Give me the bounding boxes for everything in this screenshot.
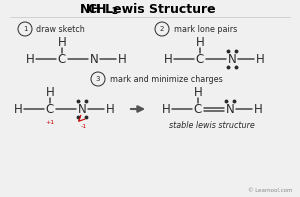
Text: H: H xyxy=(164,52,172,65)
Text: C: C xyxy=(46,102,54,115)
Text: 2: 2 xyxy=(111,7,117,16)
Text: C: C xyxy=(196,52,204,65)
Text: H: H xyxy=(162,102,170,115)
Text: C: C xyxy=(194,102,202,115)
Text: H: H xyxy=(194,85,202,98)
Text: NH Lewis Structure: NH Lewis Structure xyxy=(80,3,216,16)
Text: H: H xyxy=(196,35,204,48)
Text: H: H xyxy=(14,102,22,115)
Text: mark and minimize charges: mark and minimize charges xyxy=(110,74,223,84)
Text: C: C xyxy=(58,52,66,65)
Text: H: H xyxy=(46,85,54,98)
Text: 1: 1 xyxy=(23,26,27,32)
Text: N: N xyxy=(226,102,234,115)
Text: © Learnool.com: © Learnool.com xyxy=(248,188,292,193)
Text: H: H xyxy=(256,52,264,65)
Text: N: N xyxy=(90,52,98,65)
Text: N: N xyxy=(78,102,86,115)
Text: 3: 3 xyxy=(96,76,100,82)
Text: H: H xyxy=(118,52,126,65)
Text: H: H xyxy=(106,102,114,115)
Text: H: H xyxy=(254,102,262,115)
Text: H: H xyxy=(58,35,66,48)
Text: H: H xyxy=(26,52,34,65)
Text: 2: 2 xyxy=(160,26,164,32)
Text: mark lone pairs: mark lone pairs xyxy=(174,24,237,33)
Text: stable lewis structure: stable lewis structure xyxy=(169,121,255,129)
Text: draw sketch: draw sketch xyxy=(36,24,85,33)
Text: N: N xyxy=(228,52,236,65)
Text: CH: CH xyxy=(88,3,107,16)
Text: +1: +1 xyxy=(45,120,55,125)
Text: -1: -1 xyxy=(81,124,87,128)
